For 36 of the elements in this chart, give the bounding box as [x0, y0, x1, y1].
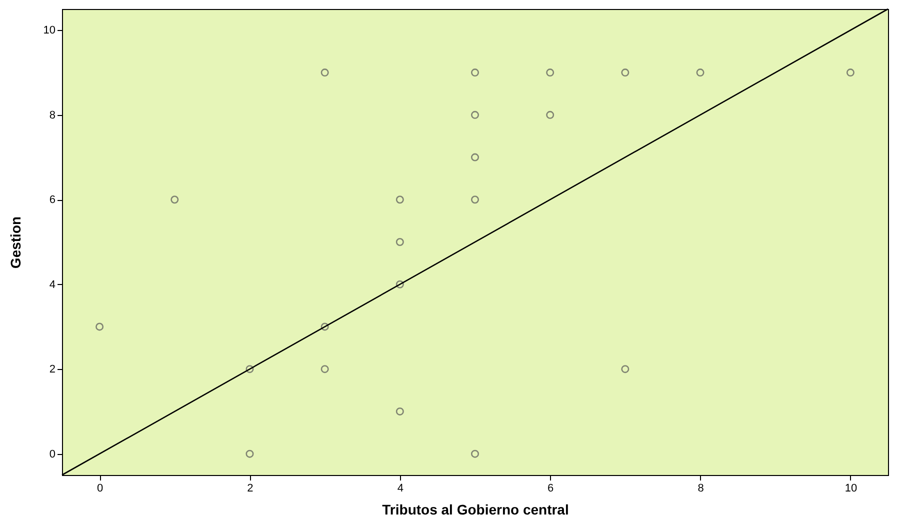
x-tick-label: 10 — [844, 482, 858, 494]
x-tick-label: 8 — [698, 482, 704, 494]
x-tick-label: 4 — [397, 482, 404, 494]
point — [396, 407, 404, 416]
point — [470, 196, 480, 204]
y-tick-label: 2 — [49, 364, 56, 376]
point — [396, 280, 404, 288]
point — [246, 450, 254, 458]
point — [621, 68, 630, 77]
x-tick-label: 2 — [247, 482, 254, 494]
point — [470, 153, 480, 162]
y-tick-label: 6 — [49, 194, 56, 206]
point — [470, 68, 480, 77]
y-tick-label: 10 — [43, 24, 56, 37]
x-tick-label: 6 — [548, 482, 554, 494]
y-tick-label: 4 — [49, 278, 56, 291]
point — [246, 365, 254, 374]
point — [696, 68, 704, 77]
point — [621, 365, 630, 374]
y-tick-label: 8 — [49, 109, 56, 122]
point — [320, 322, 329, 331]
point — [546, 110, 554, 119]
point — [470, 110, 480, 119]
point — [546, 68, 554, 77]
x-tick-label: 0 — [96, 482, 104, 494]
point — [320, 365, 329, 374]
y-tick-label: 0 — [49, 448, 56, 460]
point — [170, 196, 179, 204]
point — [320, 68, 329, 77]
point — [96, 322, 104, 331]
point — [396, 196, 404, 204]
point — [846, 68, 854, 77]
point — [396, 238, 404, 246]
y-axis-title: Gestion — [7, 216, 24, 269]
x-axis-title: Tributos al Gobierno central — [382, 502, 569, 518]
point — [470, 450, 480, 458]
